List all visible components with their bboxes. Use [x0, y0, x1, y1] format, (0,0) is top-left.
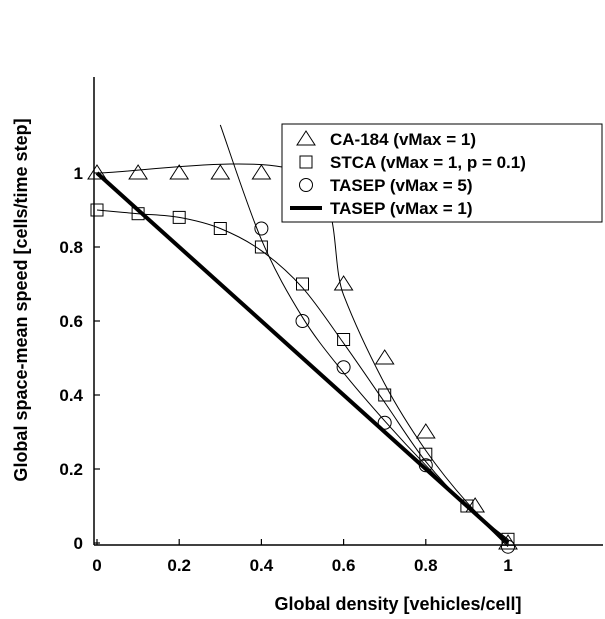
y-tick-label: 0.6	[59, 312, 83, 331]
data-point-square-6	[337, 333, 351, 346]
legend-marker-square	[299, 155, 313, 169]
data-point-square-7	[378, 388, 392, 402]
y-tick-label: 0.4	[59, 386, 83, 405]
legend-marker-triangle	[296, 130, 316, 146]
data-point-triangle-2	[169, 164, 190, 180]
series-markers	[87, 164, 518, 554]
data-point-circle-2	[336, 360, 351, 375]
y-tick-label: 0.2	[59, 460, 83, 479]
data-point-square-4	[254, 240, 268, 254]
data-point-circle-3	[377, 415, 392, 430]
data-point-square-3	[213, 222, 227, 235]
data-point-triangle-8	[415, 423, 436, 439]
series-line-tasep-vmax-1	[95, 171, 510, 545]
legend-box	[281, 123, 603, 223]
data-point-square-2	[172, 210, 186, 224]
legend-items: CA-184 (vMax = 1) STCA (vMax = 1, p = 0.1…	[290, 130, 526, 218]
data-point-triangle-1	[128, 164, 149, 180]
x-axis-title: Global density [vehicles/cell]	[274, 594, 521, 614]
data-point-circle-1	[295, 314, 310, 328]
x-tick-label: 0.4	[250, 556, 274, 575]
x-tick-label: 0.6	[332, 556, 356, 575]
data-point-square-9	[460, 499, 474, 513]
data-point-square-8	[419, 447, 433, 461]
series-curves	[95, 124, 510, 548]
x-tick-label: 0.2	[167, 556, 191, 575]
data-point-circle-4	[418, 458, 433, 473]
data-point-square-5	[296, 277, 309, 291]
data-point-triangle-7	[374, 349, 395, 365]
data-point-circle-0	[254, 221, 269, 236]
legend-label: CA-184 (vMax = 1)	[330, 130, 476, 149]
legend-label: TASEP (vMax = 5)	[330, 176, 473, 195]
x-tick-label: 0.8	[414, 556, 438, 575]
data-point-triangle-0	[87, 164, 107, 180]
legend: CA-184 (vMax = 1) STCA (vMax = 1, p = 0.1…	[281, 123, 603, 223]
data-point-triangle-4	[251, 164, 272, 180]
data-point-triangle-3	[210, 164, 231, 180]
y-tick-label: 1	[74, 164, 83, 183]
x-tick-label: 0	[92, 556, 101, 575]
y-axis-title: Global space-mean speed [cells/time step…	[11, 118, 31, 481]
data-point-triangle-9	[465, 497, 486, 513]
legend-label: STCA (vMax = 1, p = 0.1)	[330, 153, 526, 172]
data-point-square-1	[131, 207, 145, 221]
data-point-square-0	[90, 203, 104, 217]
data-point-triangle-6	[333, 275, 354, 291]
x-tick-label: 1	[503, 556, 512, 575]
series-line-0	[96, 163, 509, 544]
y-tick-label: 0	[74, 534, 83, 553]
legend-label: TASEP (vMax = 1)	[330, 199, 473, 218]
axis-ticks: 0 0.2 0.4 0.6 0.8 1 0 0.2 0.4 0.6 0.8 1	[59, 164, 512, 575]
legend-marker-circle	[299, 178, 313, 192]
y-tick-label: 0.8	[59, 238, 83, 257]
